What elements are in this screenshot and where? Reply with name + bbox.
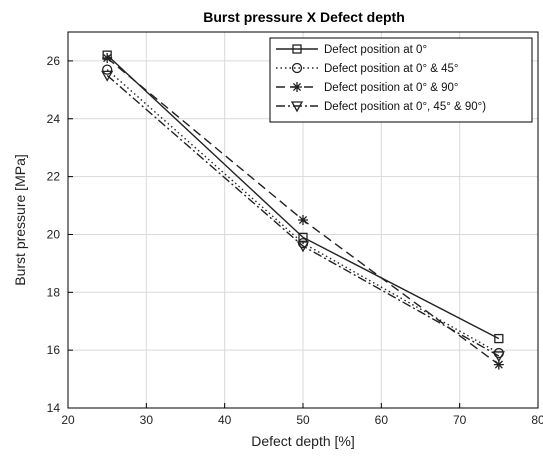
- data-point-marker: [292, 82, 302, 92]
- axis-ticks: 20 30 40 50 60 70 80 14 16 18 20 22 24 26: [47, 54, 543, 427]
- data-point-marker: [298, 215, 308, 225]
- plot-series: [101, 50, 505, 370]
- plot-frame: [67, 31, 539, 409]
- y-tick-label: 18: [47, 285, 61, 299]
- x-tick-label: 70: [453, 413, 467, 427]
- y-tick-label: 14: [47, 401, 61, 415]
- x-tick-label: 40: [218, 413, 232, 427]
- series-path: [106, 69, 500, 354]
- data-point-marker: [296, 241, 310, 253]
- legend-box: [269, 37, 533, 123]
- y-tick-label: 22: [47, 170, 61, 184]
- data-point-marker: [493, 359, 504, 370]
- x-tick-label: 30: [140, 413, 154, 427]
- data-point-marker: [102, 53, 113, 64]
- data-point-marker: [290, 101, 304, 113]
- data-point-marker: [291, 62, 303, 74]
- x-tick-label: 50: [296, 413, 310, 427]
- legend-item: Defect position at 0° & 90°: [276, 82, 459, 94]
- legend-label: Defect position at 0° & 90°: [324, 82, 459, 94]
- legend-label: Defect position at 0° & 45°: [324, 63, 459, 75]
- data-point-marker: [492, 351, 505, 363]
- y-tick-label: 26: [47, 54, 61, 68]
- data-point-marker: [101, 70, 114, 82]
- y-tick-label: 16: [47, 343, 61, 357]
- x-tick-label: 20: [61, 413, 75, 427]
- data-point-marker: [494, 333, 504, 344]
- x-tick-label: 80: [531, 413, 543, 427]
- legend-item: Defect position at 0°: [276, 44, 427, 56]
- legend-label: Defect position at 0°: [324, 44, 427, 56]
- y-tick-label: 24: [47, 112, 61, 126]
- chart-title: Burst pressure X Defect depth: [203, 9, 405, 25]
- series-path: [106, 74, 500, 357]
- data-point-marker: [298, 232, 308, 243]
- series-path: [106, 54, 500, 340]
- x-axis-label: Defect depth [%]: [251, 433, 355, 449]
- series-line: [101, 70, 505, 363]
- y-tick-label: 20: [47, 227, 61, 241]
- data-point-marker: [102, 64, 113, 75]
- legend-label: Defect position at 0°, 45° & 90°): [324, 101, 486, 113]
- data-point-marker: [292, 44, 302, 54]
- legend: Defect position at 0° Defect position at …: [269, 37, 533, 123]
- legend-item: Defect position at 0°, 45° & 90°): [276, 101, 486, 113]
- legend-item: Defect position at 0° & 45°: [276, 62, 459, 75]
- y-axis-label: Burst pressure [MPa]: [12, 154, 28, 286]
- series-line: [102, 53, 504, 370]
- x-tick-label: 60: [375, 413, 389, 427]
